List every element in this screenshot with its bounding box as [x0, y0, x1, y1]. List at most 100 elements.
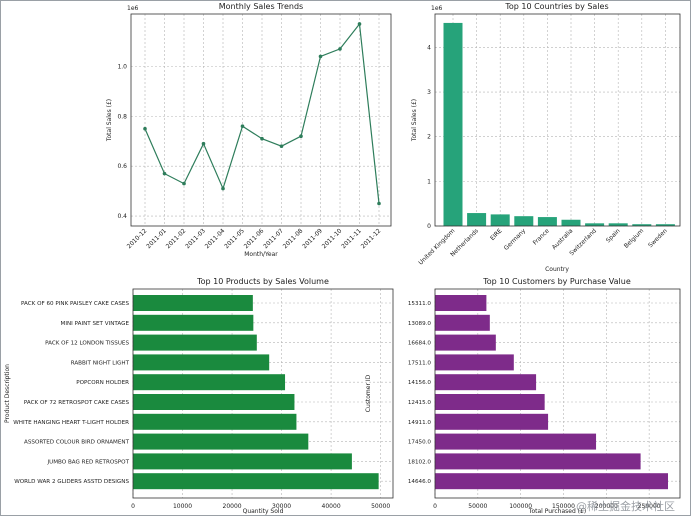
country-chart-bar — [443, 22, 463, 226]
product-chart-x-tick-label: 30000 — [272, 503, 291, 510]
customer-chart-x-tick-label: 50000 — [468, 503, 487, 510]
product-chart-x-tick-label: 20000 — [223, 503, 242, 510]
country-chart-axes-frame — [434, 13, 681, 227]
country-chart-bar — [467, 213, 487, 226]
country-chart-x-tick-label: Belgium — [623, 227, 645, 249]
customer-chart-bar — [435, 394, 545, 410]
country-chart-x-tick-label: United Kingdom — [417, 227, 456, 266]
product-chart-x-tick-label: 50000 — [371, 503, 390, 510]
country-chart-y-tick-label: 2 — [427, 134, 431, 141]
line-chart-y-exponent: 1e6 — [127, 5, 139, 12]
country-chart-bar — [490, 214, 510, 226]
product-chart-bar — [133, 354, 270, 371]
line-chart-x-tick-label: 2010-12 — [126, 227, 149, 250]
line-chart-point — [260, 136, 264, 141]
product-chart-bar — [133, 374, 286, 391]
country-chart-bar — [585, 223, 605, 226]
line-chart-x-tick-label: 2011-07 — [262, 227, 285, 250]
country-chart-x-tick-label: France — [532, 227, 551, 246]
country-chart-y-exponent: 1e6 — [431, 5, 443, 12]
product-chart-title: Top 10 Products by Sales Volume — [196, 277, 329, 286]
line-chart-axes-frame — [130, 13, 392, 227]
product-chart-y-tick-label: WHITE HANGING HEART T-LIGHT HOLDER — [13, 420, 129, 426]
customer-chart-y-tick-label: 16684.0 — [408, 341, 432, 347]
customer-chart-x-tick-label: 0 — [433, 503, 437, 510]
line-chart-point — [143, 126, 147, 131]
customer-chart-bar — [435, 473, 669, 490]
country-chart-y-tick-label: 3 — [427, 89, 431, 96]
product-chart-bar — [133, 334, 257, 351]
product-chart-bar — [133, 473, 379, 490]
country-chart-title: Top 10 Countries by Sales — [504, 2, 608, 11]
country-chart-x-tick-label: Germany — [503, 227, 528, 252]
customer-chart-x-tick-label: 150000 — [552, 503, 575, 510]
customer-chart-x-tick-label: 100000 — [509, 503, 532, 510]
customer-chart-bar — [435, 453, 641, 470]
country-chart-y-tick-label: 1 — [427, 178, 431, 185]
line-chart-point — [162, 171, 167, 176]
customer-chart-y-tick-label: 13089.0 — [408, 321, 432, 327]
customer-chart-y-tick-label: 17511.0 — [408, 360, 432, 366]
product-chart-bar — [133, 314, 254, 331]
line-chart-x-tick-label: 2011-08 — [282, 227, 305, 250]
country-chart-x-tick-label: Spain — [605, 227, 622, 244]
country-chart-bar — [608, 223, 628, 226]
line-chart-point — [338, 47, 342, 51]
product-chart-x-tick-label: 0 — [131, 503, 135, 510]
customer-chart-x-tick-label: 200000 — [595, 503, 618, 510]
line-chart-point — [377, 201, 381, 206]
customer-chart-bar — [435, 433, 597, 450]
customer-chart-bar — [435, 354, 514, 371]
product-chart-x-axis-label: Quantity Sold — [243, 508, 284, 515]
product-chart-bar — [133, 433, 309, 450]
country-chart-bar — [514, 216, 534, 226]
country-chart-bar — [537, 217, 557, 226]
product-chart-y-axis-label: Product Description — [4, 364, 11, 423]
line-chart-x-tick-label: 2011-11 — [340, 227, 363, 250]
line-chart-y-tick-label: 0.6 — [117, 163, 127, 170]
line-chart-x-tick-label: 2011-02 — [165, 227, 188, 250]
line-chart-point — [357, 22, 362, 26]
customer-chart-y-tick-label: 15311.0 — [408, 301, 432, 307]
product-chart-y-tick-label: PACK OF 72 RETROSPOT CAKE CASES — [24, 400, 130, 406]
line-chart-point — [221, 186, 225, 191]
line-chart-title: Monthly Sales Trends — [219, 2, 303, 11]
country-chart-x-tick-label: EIRE — [489, 227, 504, 242]
country-chart-bar — [655, 224, 675, 226]
customer-chart-bar — [435, 314, 490, 331]
product-chart-y-tick-label: JUMBO BAG RED RETROSPOT — [46, 459, 129, 465]
customer-chart-y-axis-label: Customer ID — [365, 374, 372, 412]
product-chart-bar — [133, 295, 253, 311]
line-chart-x-tick-label: 2011-09 — [301, 227, 324, 250]
line-chart-x-tick-label: 2011-06 — [243, 227, 266, 250]
customer-chart-title: Top 10 Customers by Purchase Value — [482, 277, 631, 286]
line-chart-y-tick-label: 0.8 — [117, 113, 127, 120]
product-chart-axes-frame — [132, 288, 394, 499]
country-chart-bar — [632, 224, 652, 226]
customer-chart-y-tick-label: 14911.0 — [408, 420, 432, 426]
line-chart-x-axis-label: Month/Year — [244, 251, 278, 258]
country-chart-x-axis-label: Country — [545, 266, 569, 273]
customer-chart-y-tick-label: 12415.0 — [408, 400, 432, 406]
line-chart-x-tick-label: 2011-10 — [321, 227, 344, 250]
line-chart-point — [182, 181, 186, 186]
line-chart-point — [299, 134, 303, 139]
country-chart-bar — [561, 219, 581, 226]
customer-chart-y-tick-label: 17450.0 — [408, 440, 432, 446]
country-chart-y-tick-label: 0 — [427, 223, 431, 230]
product-chart-y-tick-label: POPCORN HOLDER — [76, 380, 129, 386]
customer-chart-bar — [435, 334, 496, 351]
line-chart-point — [318, 54, 323, 59]
customer-chart-y-tick-label: 14156.0 — [408, 380, 432, 386]
customer-chart-x-tick-label: 250000 — [638, 503, 661, 510]
country-chart-x-tick-label: Sweden — [647, 227, 669, 249]
customer-chart-x-axis-label: Total Purchased (£) — [528, 508, 586, 515]
line-chart-x-tick-label: 2011-12 — [360, 227, 383, 250]
product-chart-bar — [133, 394, 295, 410]
country-chart-y-axis-label: Total Sales (£) — [411, 99, 418, 142]
line-chart-x-tick-label: 2011-01 — [145, 227, 168, 250]
customer-chart-bar — [435, 295, 487, 311]
line-chart-y-axis-label: Total Sales (£) — [106, 99, 113, 142]
